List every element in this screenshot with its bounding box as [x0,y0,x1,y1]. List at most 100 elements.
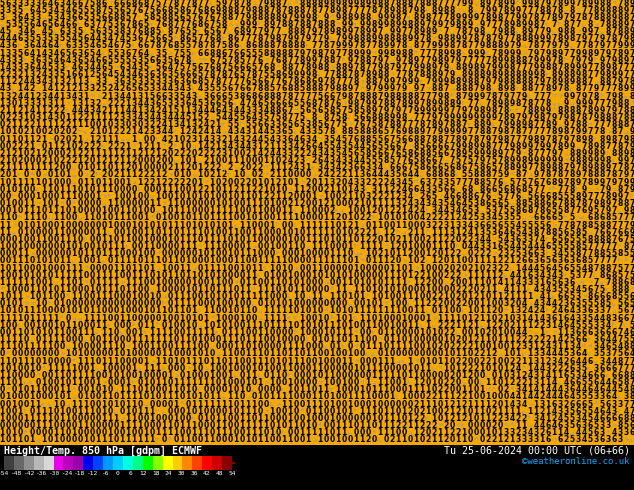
Text: 5: 5 [377,142,382,151]
Text: 5: 5 [323,106,328,115]
Text: 8: 8 [564,63,569,72]
Text: 9: 9 [486,120,491,129]
Text: 0: 0 [77,249,82,258]
Text: 3: 3 [581,306,586,316]
Text: 7: 7 [521,135,527,144]
Text: 0: 0 [323,436,328,444]
Text: 2: 2 [396,185,401,194]
Text: 1: 1 [72,77,77,86]
Text: 1: 1 [0,228,4,237]
Text: 1: 1 [113,163,119,172]
Text: 1: 1 [401,220,406,229]
Text: 1: 1 [65,392,70,401]
Text: 3: 3 [275,135,281,144]
Text: 1: 1 [491,285,496,294]
Text: 3: 3 [113,92,119,100]
Text: 3: 3 [491,264,496,272]
Text: 1: 1 [365,378,371,387]
Text: 6: 6 [240,84,245,94]
Text: 8: 8 [521,156,527,165]
Text: 0: 0 [450,264,455,272]
Text: 0: 0 [36,428,41,437]
Text: 5: 5 [299,84,304,94]
Text: 9: 9 [503,92,508,100]
Text: 6: 6 [197,63,203,72]
Text: 1: 1 [162,392,167,401]
Text: 6: 6 [401,171,406,179]
Text: 1: 1 [23,135,29,144]
Text: 4: 4 [53,6,58,15]
Text: 0: 0 [269,414,275,423]
Text: 0: 0 [179,185,184,194]
Text: 4: 4 [150,106,155,115]
Text: 1: 1 [53,213,58,222]
Text: 1: 1 [53,199,58,208]
Text: 6: 6 [605,228,611,237]
Text: 2: 2 [95,142,101,151]
Text: 7: 7 [545,77,551,86]
Text: 0: 0 [5,235,11,244]
Text: 2: 2 [467,371,472,380]
Text: 0: 0 [498,357,503,366]
Text: 0: 0 [41,220,47,229]
Text: 0: 0 [173,278,179,287]
Text: 7: 7 [467,106,473,115]
Text: 0: 0 [281,407,287,416]
Text: 0: 0 [138,349,143,359]
Text: 6: 6 [486,220,491,229]
Text: 1: 1 [299,328,304,337]
Text: 9: 9 [311,49,316,58]
Text: 2: 2 [119,149,125,158]
Text: 6: 6 [281,99,287,108]
Text: 1: 1 [72,249,77,258]
Text: 6: 6 [450,192,455,201]
Text: 7: 7 [575,20,581,29]
Text: 9: 9 [437,127,443,136]
Text: 8: 8 [479,27,484,36]
Text: 0: 0 [240,235,245,244]
Text: 4: 4 [372,171,377,179]
Text: 8: 8 [269,49,275,58]
Text: 2: 2 [450,249,455,258]
Text: 1: 1 [251,421,257,430]
Text: 2: 2 [437,385,443,394]
Text: 4: 4 [107,70,113,79]
Text: 8: 8 [365,70,371,79]
Text: 1: 1 [377,421,383,430]
Text: 0: 0 [48,357,53,366]
Text: 9: 9 [564,42,569,50]
Text: 0: 0 [126,249,131,258]
Text: 0: 0 [95,335,101,344]
Text: 9: 9 [618,42,623,50]
Text: 1: 1 [396,285,401,294]
Text: 9: 9 [353,49,359,58]
Text: 1: 1 [191,349,197,359]
Text: 7: 7 [221,63,227,72]
Text: 4: 4 [347,177,353,187]
Text: 6: 6 [605,292,611,301]
Text: 0: 0 [306,299,311,308]
Text: 8: 8 [425,0,430,7]
Text: 0: 0 [216,371,221,380]
Text: 4: 4 [413,171,418,179]
Text: 0: 0 [95,249,101,258]
Text: 8: 8 [372,113,377,122]
Text: 1: 1 [515,371,521,380]
Text: 1: 1 [287,414,293,423]
Text: 1: 1 [311,428,316,437]
Text: 6: 6 [216,106,221,115]
Text: 7: 7 [239,0,245,7]
Text: 0: 0 [384,364,389,373]
Text: 6: 6 [479,220,484,229]
Text: 8: 8 [503,77,508,86]
Text: 0: 0 [5,436,11,444]
Text: 0: 0 [240,299,245,308]
Text: 6: 6 [425,156,430,165]
Text: 9: 9 [443,56,449,65]
Text: 0: 0 [443,256,449,266]
Text: 0: 0 [245,156,250,165]
Text: 0: 0 [138,321,143,330]
Text: 3: 3 [167,70,172,79]
Text: 2: 2 [29,120,35,129]
Text: 4: 4 [162,106,167,115]
